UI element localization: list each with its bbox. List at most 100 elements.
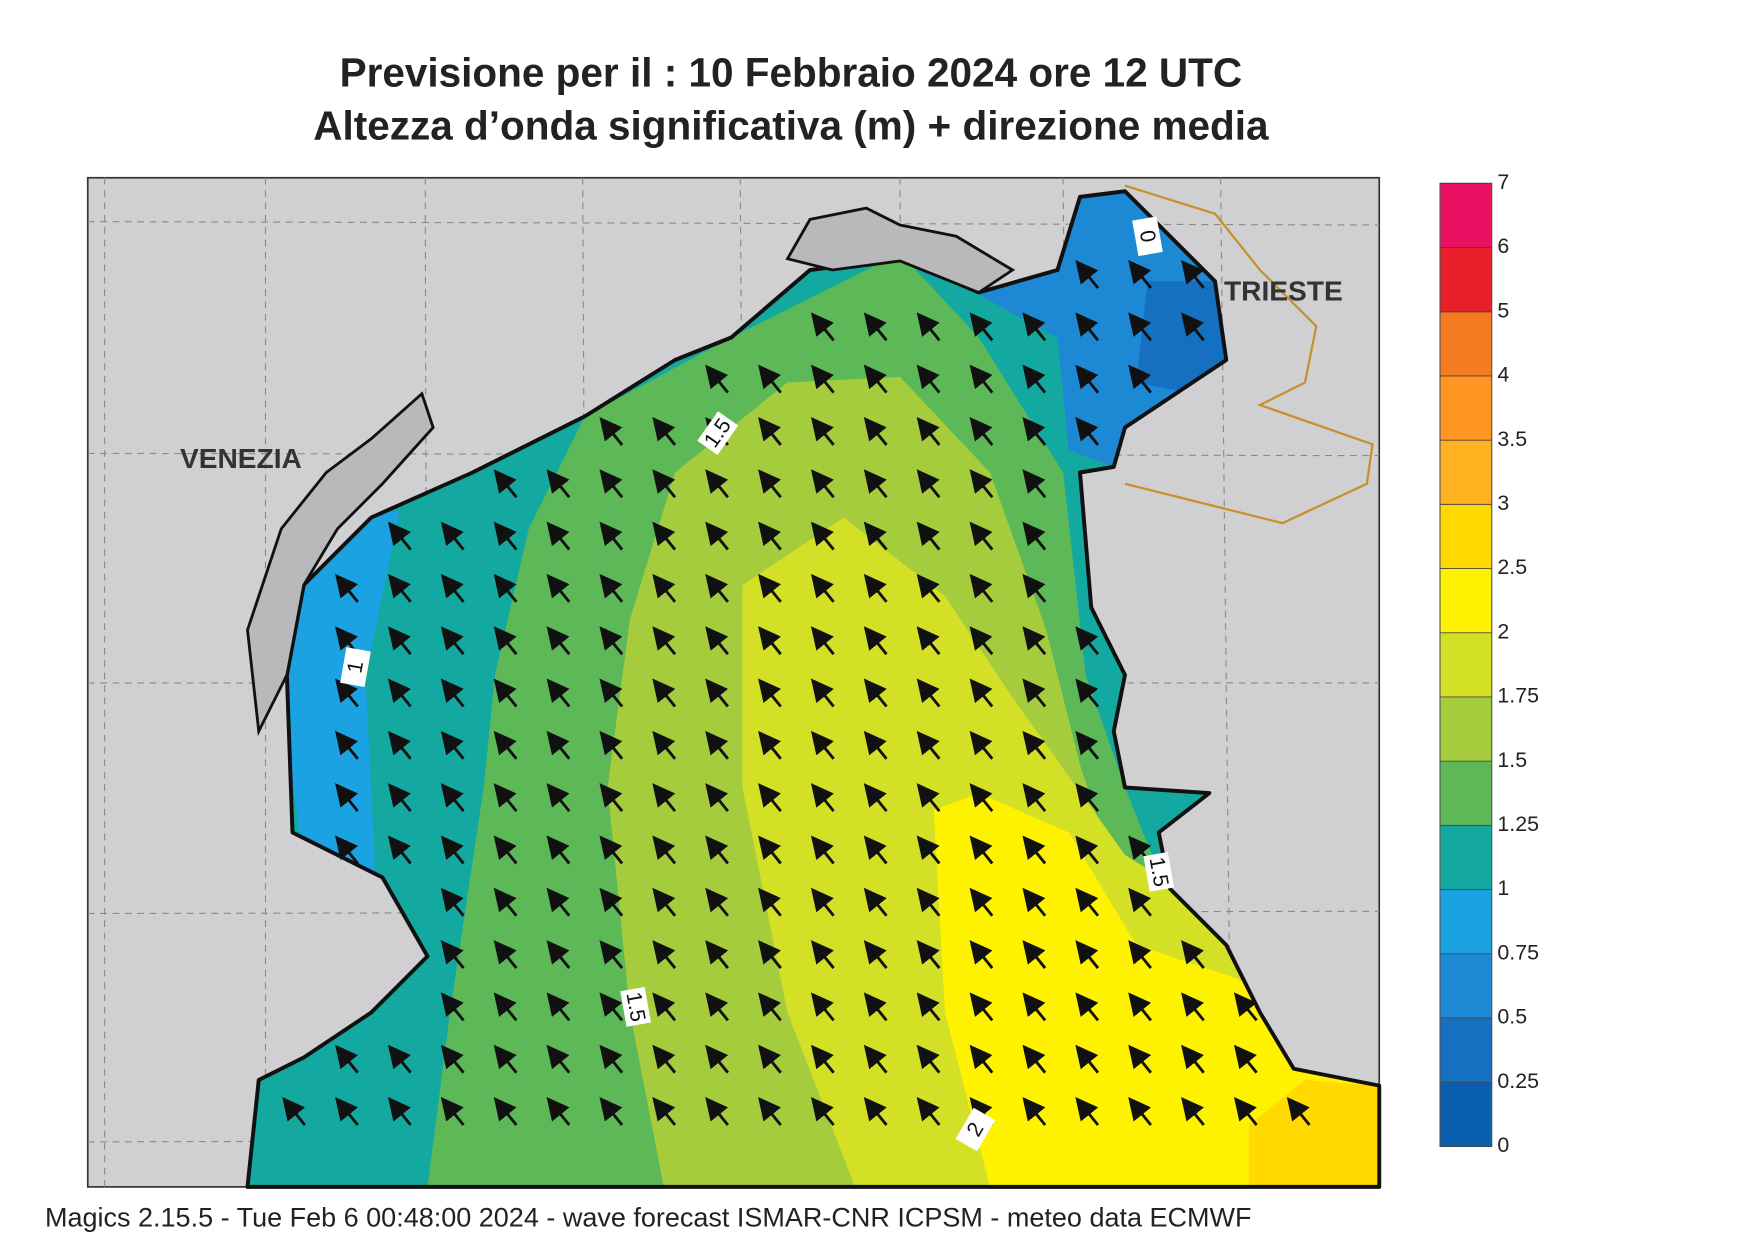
wave-arrow xyxy=(440,783,465,813)
wave-arrow xyxy=(1022,416,1047,446)
wave-arrow xyxy=(705,940,729,969)
colorbar-tick-label: 2.5 xyxy=(1497,555,1527,579)
wave-arrow xyxy=(863,887,888,917)
wave-arrow xyxy=(1022,364,1047,394)
wave-arrow xyxy=(440,887,465,917)
wave-arrow xyxy=(1022,992,1047,1022)
wave-arrow xyxy=(758,678,782,708)
wave-arrow xyxy=(810,364,835,394)
wave-arrow xyxy=(916,312,941,342)
contour-label-text: 0 xyxy=(1135,228,1161,244)
wave-arrow xyxy=(705,521,729,551)
wave-arrow xyxy=(440,678,465,708)
wave-arrow xyxy=(969,1044,994,1074)
wave-arrow xyxy=(652,783,677,813)
wave-arrow xyxy=(546,678,571,708)
wave-arrow xyxy=(599,835,624,865)
wave-arrow xyxy=(546,469,571,499)
wave-arrow xyxy=(863,1097,888,1126)
wave-arrow xyxy=(916,573,941,603)
wave-arrow xyxy=(863,469,888,499)
wave-arrow xyxy=(1075,992,1100,1022)
colorbar-bin xyxy=(1440,1017,1492,1083)
wave-arrow xyxy=(863,312,888,342)
wave-arrow xyxy=(440,626,465,656)
wave-arrow xyxy=(599,678,624,708)
wave-arrow xyxy=(546,1097,571,1126)
wave-arrow xyxy=(705,783,729,813)
wave-arrow xyxy=(758,626,782,656)
colorbar-tick-label: 4 xyxy=(1497,363,1509,387)
wave-arrow xyxy=(810,469,835,499)
wave-arrow xyxy=(863,626,888,656)
colorbar-tick-label: 1.25 xyxy=(1497,812,1539,836)
colorbar-tick-label: 3.5 xyxy=(1497,427,1527,451)
wave-arrow xyxy=(1181,260,1205,289)
colorbar-bin xyxy=(1440,1082,1492,1147)
wave-arrow xyxy=(1181,312,1205,342)
colorbar-tick-label: 0.25 xyxy=(1497,1069,1539,1093)
place-label: TRIESTE xyxy=(1224,275,1343,306)
wave-arrow xyxy=(863,730,888,760)
wave-arrow xyxy=(335,573,359,603)
wave-arrow xyxy=(810,783,835,813)
wave-arrow xyxy=(440,940,465,969)
wave-arrow xyxy=(1075,730,1100,760)
wave-arrow xyxy=(758,835,782,865)
wave-arrow xyxy=(440,730,465,760)
colorbar-bin xyxy=(1440,696,1492,762)
wave-arrow xyxy=(1022,783,1047,813)
wave-arrow xyxy=(705,469,729,499)
wave-arrow xyxy=(652,416,677,446)
wave-arrow xyxy=(493,940,518,969)
wave-arrow xyxy=(969,416,994,446)
wave-arrow xyxy=(1181,940,1205,969)
wave-arrow xyxy=(1128,1044,1152,1074)
wave-arrow xyxy=(810,992,835,1022)
colorbar-tick-label: 0.5 xyxy=(1497,1005,1527,1029)
colorbar-bin xyxy=(1440,375,1492,441)
wave-arrow xyxy=(705,992,729,1022)
wave-arrow xyxy=(705,887,729,917)
wave-arrow xyxy=(810,730,835,760)
wave-arrow xyxy=(1128,260,1152,289)
wave-arrow xyxy=(282,1097,306,1126)
wave-arrow xyxy=(546,626,571,656)
wave-arrow xyxy=(1181,992,1205,1022)
colorbar-bin xyxy=(1440,825,1492,891)
wave-arrow xyxy=(652,887,677,917)
wave-arrow xyxy=(1075,887,1100,917)
map xyxy=(86,176,1382,1189)
wave-arrow xyxy=(705,573,729,603)
wave-arrow xyxy=(335,1097,359,1126)
wave-arrow xyxy=(1022,521,1047,551)
wave-arrow xyxy=(863,992,888,1022)
wave-arrow xyxy=(493,1044,518,1074)
wave-arrow xyxy=(546,573,571,603)
wave-arrow xyxy=(916,626,941,656)
wave-arrow xyxy=(1022,835,1047,865)
wave-arrow xyxy=(863,573,888,603)
wave-arrow xyxy=(387,626,412,656)
footer: Magics 2.15.5 - Tue Feb 6 00:48:00 2024 … xyxy=(45,1202,1251,1232)
wave-arrow xyxy=(758,364,782,394)
wave-arrow xyxy=(599,783,624,813)
wave-arrow xyxy=(387,835,412,865)
wave-arrow xyxy=(1128,1097,1152,1126)
wave-arrow xyxy=(652,1097,677,1126)
wave-arrow xyxy=(652,573,677,603)
wave-arrow xyxy=(969,940,994,969)
wave-arrow xyxy=(387,573,412,603)
contour-label-box xyxy=(1132,216,1163,257)
wave-arrow xyxy=(652,835,677,865)
wave-arrow xyxy=(493,626,518,656)
colorbar-bin xyxy=(1440,568,1492,634)
wave-arrow xyxy=(969,887,994,917)
wave-arrow xyxy=(652,626,677,656)
wave-arrow xyxy=(1022,730,1047,760)
subtitle: Altezza d’onda significativa (m) + direz… xyxy=(313,103,1269,149)
wave-arrow xyxy=(1075,260,1100,289)
wave-arrow xyxy=(652,678,677,708)
wave-arrow xyxy=(969,678,994,708)
wave-arrow xyxy=(493,783,518,813)
